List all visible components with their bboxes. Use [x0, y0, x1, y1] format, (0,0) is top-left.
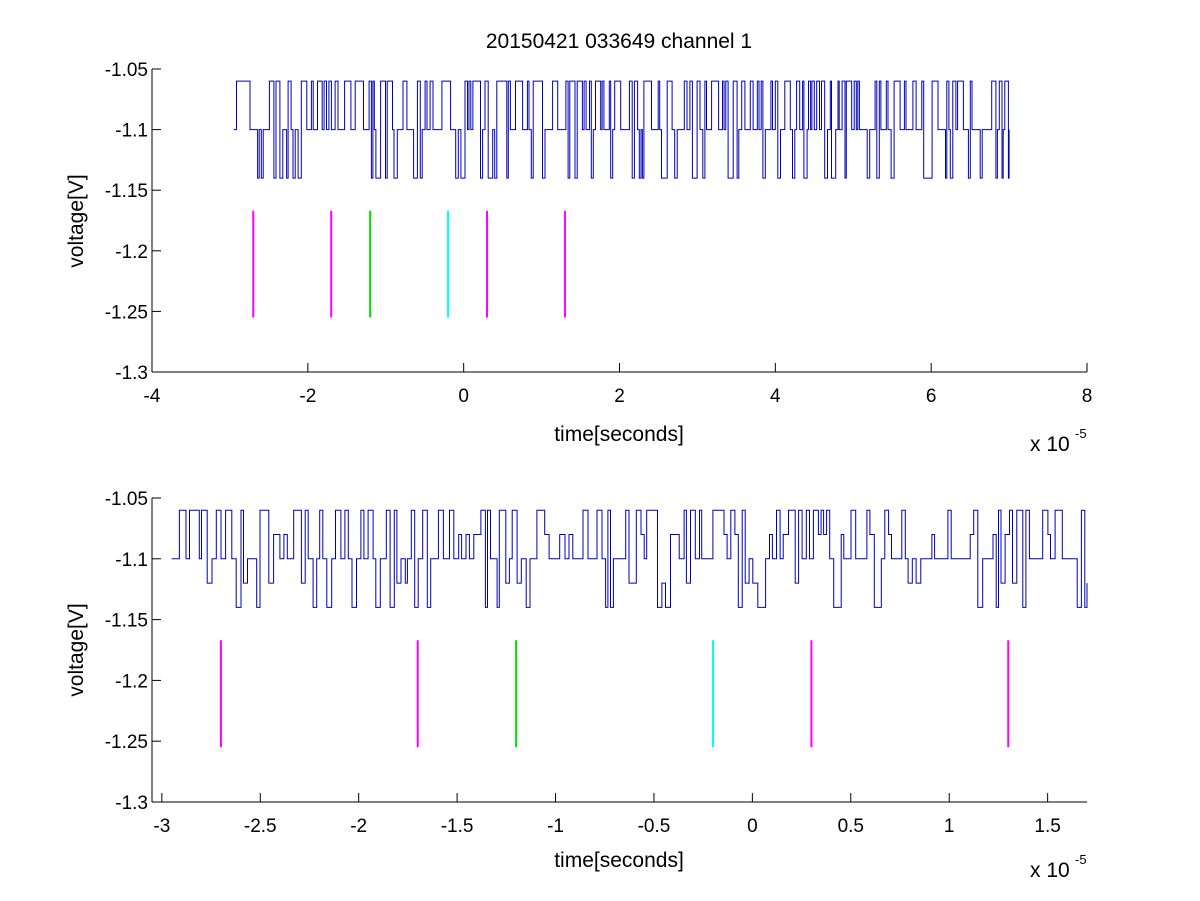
bottom-x-tick-label: 0	[747, 816, 758, 837]
bottom-x-tick-label: -2	[350, 816, 367, 837]
top-y-tick-label: -1.2	[115, 242, 148, 263]
bottom-y-tick-label: -1.25	[105, 732, 148, 753]
top-x-exponent: x 10	[1030, 433, 1070, 456]
top-x-axis-label: time[seconds]	[554, 423, 684, 446]
bottom-x-axis-label: time[seconds]	[554, 849, 684, 872]
figure-title: 20150421 033649 channel 1	[486, 30, 752, 53]
top-x-tick-label: 2	[614, 386, 625, 407]
bottom-y-tick-label: -1.1	[115, 550, 148, 571]
bottom-x-exponent-base: x 10	[1030, 859, 1070, 882]
bottom-x-tick-label: -2.5	[244, 816, 277, 837]
bottom-voltage-trace	[171, 509, 1088, 608]
bottom-y-tick-label: -1.15	[105, 611, 148, 632]
bottom-x-tick-label: 1	[944, 816, 955, 837]
top-y-tick-label: -1.3	[115, 363, 148, 384]
top-x-tick-label: -4	[144, 386, 161, 407]
bottom-x-tick-label: -0.5	[638, 816, 671, 837]
top-y-tick-label: -1.1	[115, 121, 148, 142]
top-voltage-trace	[233, 80, 1010, 179]
bottom-x-exponent-power: -5	[1075, 852, 1087, 867]
top-x-exponent-power: -5	[1075, 426, 1087, 441]
top-y-tick-label: -1.05	[105, 60, 148, 81]
top-y-tick-label: -1.15	[105, 181, 148, 202]
bottom-y-axis-label: voltage[V]	[65, 603, 88, 696]
bottom-x-tick-label: -1	[547, 816, 564, 837]
bottom-x-tick-label: 0.5	[838, 816, 864, 837]
top-subplot: -4 -2 0 2 4 6 8 -1.3 -1.25 -1.2 -1.15 -1.1 -1.05 tim…	[65, 60, 1092, 456]
bottom-plot-area: -3 -2.5 -2 -1.5 -1 -0.5 0 0.5 1 1.5 -1.3 -1.25 -1.2 -…	[105, 489, 1088, 837]
top-x-tick-label: 4	[770, 386, 781, 407]
bottom-y-tick-label: -1.05	[105, 489, 148, 510]
top-x-tick-label: 6	[926, 386, 937, 407]
top-y-tick-label: -1.25	[105, 302, 148, 323]
top-x-exponent-base: x 10	[1030, 433, 1070, 456]
bottom-x-tick-label: 1.5	[1034, 816, 1060, 837]
bottom-y-tick-label: -1.3	[115, 793, 148, 814]
bottom-y-tick-label: -1.2	[115, 671, 148, 692]
top-plot-area: -4 -2 0 2 4 6 8 -1.3 -1.25 -1.2 -1.15 -1.1 -1.05	[105, 60, 1093, 407]
top-y-axis-label: voltage[V]	[65, 174, 88, 267]
top-x-tick-label: 8	[1082, 386, 1093, 407]
top-x-tick-label: -2	[299, 386, 316, 407]
bottom-x-tick-label: -3	[153, 816, 170, 837]
bottom-x-exponent: x 10	[1030, 859, 1070, 882]
bottom-subplot: -3 -2.5 -2 -1.5 -1 -0.5 0 0.5 1 1.5 -1.3 -1.25 -1.2 -…	[65, 489, 1088, 882]
bottom-x-tick-label: -1.5	[441, 816, 474, 837]
top-x-tick-label: 0	[458, 386, 469, 407]
